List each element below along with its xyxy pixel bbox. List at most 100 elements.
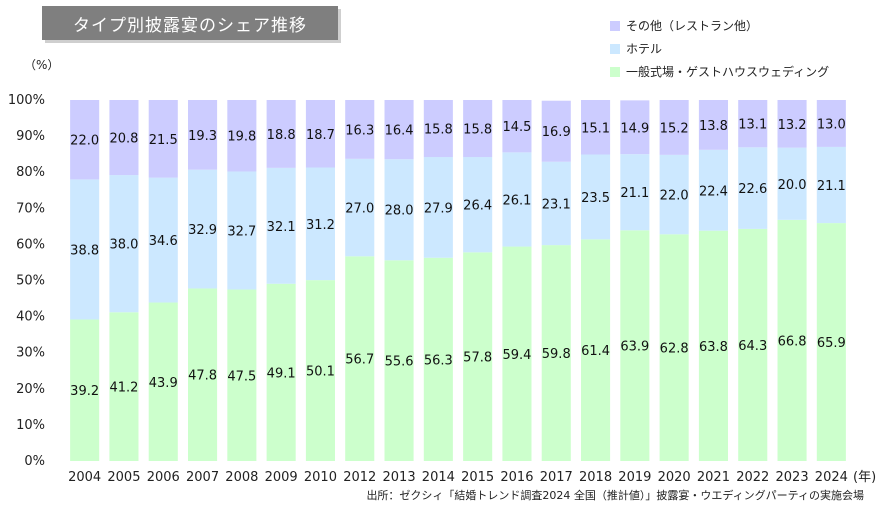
x-tick-label: 2019 xyxy=(618,470,651,485)
bar-segment xyxy=(384,100,414,160)
data-label: 41.2 xyxy=(109,381,138,396)
data-label: 59.4 xyxy=(502,348,531,363)
legend: その他（レストラン他） ホテル 一般式場・ゲストハウスウェディング xyxy=(610,14,829,83)
bar-segment xyxy=(777,147,807,220)
bar-segment xyxy=(423,157,453,258)
data-label: 22.0 xyxy=(660,189,689,204)
bar-segment xyxy=(70,319,100,461)
x-tick-label: 2009 xyxy=(265,470,298,485)
data-label: 15.8 xyxy=(463,123,492,138)
bar-segment xyxy=(345,100,375,159)
y-tick-label: 90% xyxy=(16,129,45,144)
x-tick-label: 2005 xyxy=(107,470,140,485)
bar-segment xyxy=(305,167,335,281)
data-label: 13.1 xyxy=(738,118,767,133)
data-label: 47.5 xyxy=(227,369,256,384)
x-tick-label: 2012 xyxy=(343,470,376,485)
data-label: 19.8 xyxy=(227,130,256,145)
bar-segment xyxy=(266,283,296,461)
bar-segment xyxy=(227,289,257,461)
data-label: 32.9 xyxy=(188,223,217,238)
bar-segment xyxy=(698,149,728,231)
data-label: 62.8 xyxy=(660,342,689,357)
bar-segment xyxy=(188,169,218,289)
y-tick-label: 10% xyxy=(16,418,45,433)
data-label: 15.2 xyxy=(660,121,689,136)
data-label: 21.5 xyxy=(149,133,178,148)
data-label: 22.0 xyxy=(70,134,99,149)
legend-swatch-other xyxy=(610,20,620,31)
bar-segment xyxy=(345,256,375,461)
bar-segment xyxy=(266,167,296,284)
data-label: 13.0 xyxy=(817,117,846,132)
data-label: 27.9 xyxy=(424,201,453,216)
legend-item-general: 一般式場・ゲストハウスウェディング xyxy=(610,60,829,83)
data-label: 15.8 xyxy=(424,123,453,138)
x-tick-label: 2021 xyxy=(697,470,730,485)
data-label: 56.3 xyxy=(424,353,453,368)
y-tick-label: 0% xyxy=(24,454,45,469)
x-tick-label: 2015 xyxy=(461,470,494,485)
bar-segment xyxy=(738,100,768,148)
bar-segment xyxy=(541,245,571,461)
bar-segment xyxy=(502,152,532,247)
x-tick-label: 2018 xyxy=(579,470,612,485)
data-label: 20.8 xyxy=(109,132,138,147)
bar-segment xyxy=(70,179,100,320)
bar-segment xyxy=(659,154,689,235)
data-label: 65.9 xyxy=(817,336,846,351)
data-label: 13.2 xyxy=(778,118,807,133)
data-label: 59.8 xyxy=(542,347,571,362)
x-tick-label: 2007 xyxy=(186,470,219,485)
bar-segment xyxy=(502,100,532,153)
data-label: 39.2 xyxy=(70,384,99,399)
bar-segment xyxy=(816,146,846,224)
bar-segment xyxy=(816,223,846,461)
bar-segment xyxy=(581,100,611,155)
data-label: 21.1 xyxy=(817,179,846,194)
data-label: 18.8 xyxy=(267,128,296,143)
data-label: 32.7 xyxy=(227,225,256,240)
x-tick-label: 2016 xyxy=(500,470,533,485)
bar-segment xyxy=(305,100,335,168)
bar-segment xyxy=(305,280,335,461)
bar-segment xyxy=(659,234,689,461)
bar-segment xyxy=(620,100,650,155)
data-label: 19.3 xyxy=(188,129,217,144)
y-tick-label: 40% xyxy=(16,310,45,325)
data-label: 32.1 xyxy=(267,220,296,235)
bar-segment xyxy=(109,312,139,461)
data-label: 16.3 xyxy=(345,123,374,138)
data-label: 31.2 xyxy=(306,218,335,233)
data-label: 15.1 xyxy=(581,121,610,136)
y-tick-label: 70% xyxy=(16,201,45,216)
source-note: 出所：ゼクシィ「結婚トレンド調査2024 全国（推計値）」披露宴・ウエディングパ… xyxy=(366,489,864,502)
x-tick-label: 2013 xyxy=(383,470,416,485)
bar-segment xyxy=(384,260,414,461)
data-label: 66.8 xyxy=(778,334,807,349)
bar-segment xyxy=(541,161,571,246)
bar-segment xyxy=(698,100,728,150)
bar-segment xyxy=(620,154,650,231)
data-label: 26.4 xyxy=(463,199,492,214)
data-label: 22.4 xyxy=(699,184,728,199)
data-label: 38.8 xyxy=(70,243,99,258)
x-axis-suffix: (年) xyxy=(853,470,876,485)
data-label: 63.9 xyxy=(620,340,649,355)
bar-segment xyxy=(738,147,768,229)
bar-segment xyxy=(109,100,139,176)
data-label: 21.1 xyxy=(620,186,649,201)
legend-swatch-general xyxy=(610,66,620,77)
data-label: 49.1 xyxy=(267,366,296,381)
bar-segment xyxy=(148,177,178,303)
x-tick-label: 2010 xyxy=(304,470,337,485)
x-tick-label: 2022 xyxy=(736,470,769,485)
legend-item-hotel: ホテル xyxy=(610,37,829,60)
bar-segment xyxy=(345,158,375,257)
x-tick-label: 2006 xyxy=(147,470,180,485)
data-label: 18.7 xyxy=(306,128,335,143)
data-label: 38.0 xyxy=(109,238,138,253)
x-tick-label: 2004 xyxy=(68,470,101,485)
bar-segment xyxy=(423,100,453,158)
